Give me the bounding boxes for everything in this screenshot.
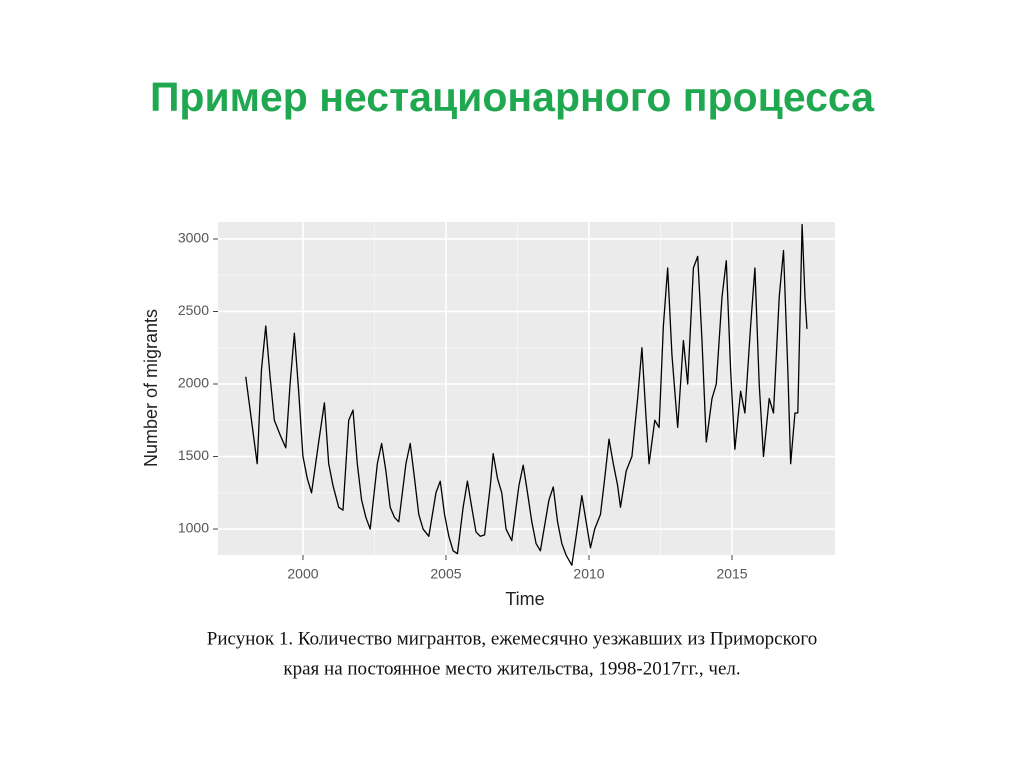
x-tick-label: 2005	[430, 566, 461, 582]
x-tick-label: 2000	[287, 566, 318, 582]
x-tick-label: 2010	[573, 566, 604, 582]
y-tick-label: 2000	[178, 375, 209, 391]
y-axis-label: Number of migrants	[141, 309, 161, 467]
plot-panel	[218, 222, 835, 555]
slide-title: Пример нестационарного процесса	[150, 74, 875, 120]
y-tick-label: 3000	[178, 230, 209, 246]
y-tick-label: 2500	[178, 302, 209, 318]
x-axis-label: Time	[505, 589, 544, 609]
caption-line: края на постоянное место жительства, 199…	[283, 658, 740, 679]
x-tick-label: 2015	[716, 566, 747, 582]
data-line	[245, 223, 808, 566]
y-tick-label: 1000	[178, 520, 209, 536]
caption-line: Рисунок 1. Количество мигрантов, ежемеся…	[207, 628, 817, 649]
y-tick-label: 1500	[178, 447, 209, 463]
